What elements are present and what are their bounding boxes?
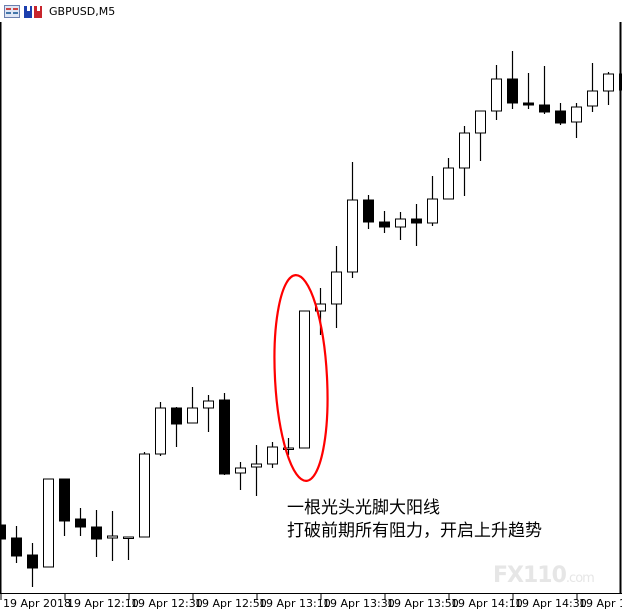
bull-candle-body (139, 453, 150, 538)
candle (235, 462, 246, 490)
x-tick-label: 19 Apr 12:30 (131, 597, 203, 610)
bull-candle-body (267, 446, 278, 465)
candle (459, 126, 470, 196)
bear-candle-body (0, 524, 6, 540)
bull-candle-body (347, 199, 358, 273)
bull-candle-body (203, 400, 214, 409)
x-tick-label: 19 Apr 13:50 (387, 597, 459, 610)
annotation-ellipse (273, 274, 329, 482)
candle (0, 521, 6, 545)
candle (507, 51, 518, 109)
bear-candle-body (75, 518, 86, 528)
bear-candle-body (59, 478, 70, 522)
chart-title-bar: GBPUSD,M5 (0, 0, 622, 22)
bull-candle-body (587, 90, 598, 107)
bull-candle-body (491, 78, 502, 112)
x-tick-label: 19 Apr 2018 (3, 597, 72, 610)
bull-candle-body (475, 110, 486, 134)
bull-candle-body (123, 536, 134, 539)
candle (475, 110, 486, 161)
bull-candle-body (187, 407, 198, 424)
candle (299, 310, 310, 449)
candle (555, 103, 566, 125)
bull-candle-body (459, 132, 470, 169)
bear-candle-body (539, 104, 550, 113)
bull-candle-body (443, 167, 454, 200)
x-tick-label: 19 Apr 12:10 (67, 597, 139, 610)
bull-candle-body (235, 467, 246, 474)
bear-candle-body (507, 78, 518, 104)
bull-candle-body (331, 271, 342, 305)
bull-candle-body (251, 463, 262, 468)
bear-candle-body (363, 199, 374, 223)
candle (59, 478, 70, 536)
x-tick-label: 19 Apr 13:30 (323, 597, 395, 610)
candle (587, 63, 598, 112)
candle (171, 407, 182, 447)
bull-candle-body (299, 310, 310, 449)
bear-candle-body (171, 407, 182, 425)
bear-candle-body (219, 399, 230, 475)
bear-candle-body (619, 73, 622, 91)
candle (571, 103, 582, 138)
bull-candle-body (427, 198, 438, 224)
bear-candle-body (91, 526, 102, 540)
chart-title: GBPUSD,M5 (49, 4, 116, 18)
candle (331, 246, 342, 328)
candle (411, 204, 422, 246)
candle (11, 526, 22, 563)
candle (379, 211, 390, 233)
candle (219, 393, 230, 475)
bear-candle-body (379, 221, 390, 228)
candle (619, 73, 622, 91)
annotation-line-1: 一根光头光脚大阳线 (287, 498, 440, 518)
bear-candle-body (27, 554, 38, 569)
candle (427, 176, 438, 226)
candle (155, 402, 166, 456)
symbol-flags-icon (24, 4, 42, 18)
candle (91, 510, 102, 557)
candle (539, 66, 550, 114)
x-tick-label: 19 Apr 14:30 (515, 597, 587, 610)
annotation-line-2: 打破前期所有阻力，开启上升趋势 (287, 521, 542, 541)
bull-candle-body (395, 218, 406, 228)
candle (123, 536, 134, 560)
x-tick-label: 19 Apr 14: (579, 597, 622, 610)
candle (251, 445, 262, 496)
bull-candle-body (603, 73, 614, 92)
bull-candle-body (155, 407, 166, 455)
candle (187, 387, 198, 424)
candle (43, 478, 54, 568)
bull-candle-body (571, 106, 582, 123)
bear-candle-body (411, 218, 422, 224)
bear-candle-body (11, 537, 22, 557)
candle (75, 508, 86, 536)
candle (603, 72, 614, 105)
x-tick-label: 19 Apr 14:10 (451, 597, 523, 610)
bull-candle-body (107, 535, 118, 539)
candle (395, 212, 406, 240)
candle (491, 65, 502, 120)
bull-candle-body (43, 478, 54, 568)
candle (27, 543, 38, 587)
bear-candle-body (523, 102, 534, 106)
candle (363, 195, 374, 229)
x-tick-label: 19 Apr 12:50 (195, 597, 267, 610)
watermark-logo: FX110.com (493, 563, 595, 588)
candle (443, 158, 454, 200)
bear-candle-body (555, 110, 566, 124)
candle (267, 442, 278, 468)
bull-candle-body (283, 447, 294, 450)
candle (139, 452, 150, 538)
candle (203, 395, 214, 432)
candle (523, 73, 534, 109)
candle (283, 438, 294, 455)
x-tick-label: 19 Apr 13:10 (259, 597, 331, 610)
candle (107, 511, 118, 561)
candle (347, 162, 358, 278)
chart-window-icon (4, 4, 20, 18)
